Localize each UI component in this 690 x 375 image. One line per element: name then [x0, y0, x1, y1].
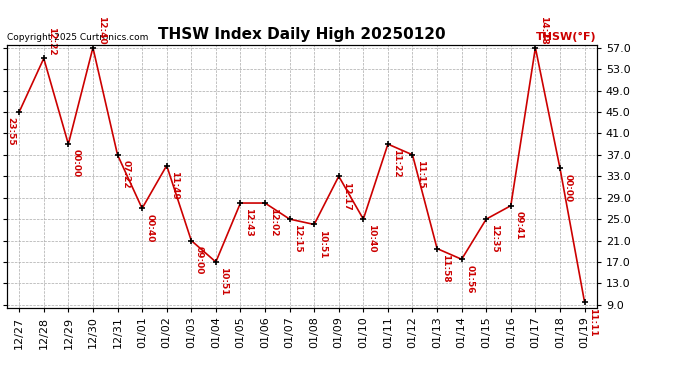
Text: 11:22: 11:22	[392, 150, 401, 178]
Text: 11:11: 11:11	[589, 308, 598, 336]
Text: 09:41: 09:41	[515, 211, 524, 240]
Text: 10:51: 10:51	[219, 267, 228, 296]
Text: 12:35: 12:35	[490, 225, 499, 253]
Text: 09:00: 09:00	[195, 246, 204, 274]
Text: 14:28: 14:28	[539, 16, 548, 45]
Text: 12:22: 12:22	[48, 27, 57, 56]
Text: 11:49: 11:49	[170, 171, 179, 200]
Text: 12:40: 12:40	[97, 16, 106, 45]
Text: Copyright 2025 Curtronics.com: Copyright 2025 Curtronics.com	[7, 33, 148, 42]
Text: 12:17: 12:17	[342, 182, 351, 210]
Text: 23:55: 23:55	[6, 117, 15, 146]
Text: 10:51: 10:51	[318, 230, 327, 258]
Text: 11:58: 11:58	[441, 254, 450, 282]
Title: THSW Index Daily High 20250120: THSW Index Daily High 20250120	[158, 27, 446, 42]
Text: 00:40: 00:40	[146, 214, 155, 242]
Text: 12:15: 12:15	[293, 225, 302, 253]
Text: 01:56: 01:56	[465, 265, 474, 293]
Text: 00:00: 00:00	[564, 174, 573, 202]
Text: 12:02: 12:02	[268, 209, 277, 237]
Text: 00:00: 00:00	[72, 150, 81, 178]
Text: 10:40: 10:40	[367, 225, 376, 253]
Text: 07:22: 07:22	[121, 160, 130, 189]
Text: THSW(°F): THSW(°F)	[536, 32, 597, 42]
Text: 11:15: 11:15	[416, 160, 425, 189]
Text: 12:43: 12:43	[244, 209, 253, 237]
